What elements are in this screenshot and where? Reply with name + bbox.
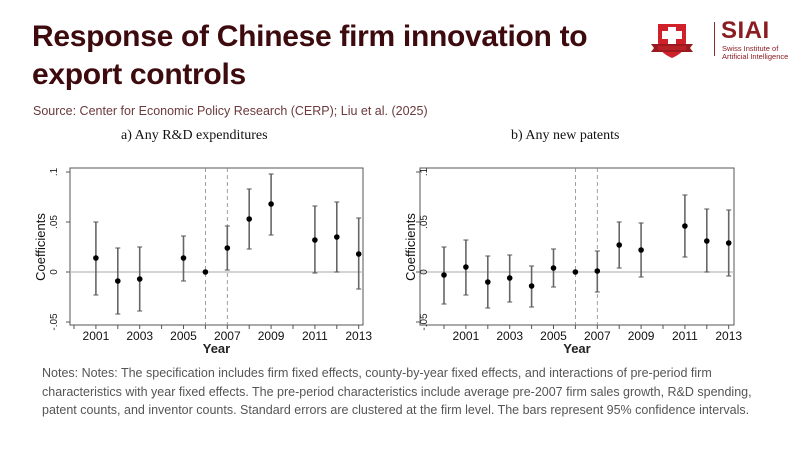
coefficient-point [638,247,644,253]
coefficient-point [594,268,601,274]
logo-subtitle: Swiss Institute of Artificial Intelligen… [722,45,800,61]
plot-frame [419,167,735,326]
coefficient-point [268,201,274,207]
y-tick-label: 0 [49,269,60,275]
coefficient-point [485,279,491,285]
coefficient-point [682,223,688,229]
coefficient-point [550,265,557,271]
y-tick-label: .1 [419,167,430,176]
x-tick-label: 2013 [715,329,742,343]
y-tick-label: .05 [49,215,60,229]
charts-canvas: -.05 0 .05 .1 Coefficients 2001 2003 2005 2007 20… [33,167,742,356]
coefficient-point [202,269,209,275]
coefficient-point [506,275,513,281]
x-tick-label: 2003 [496,329,523,343]
coefficient-point [463,264,469,270]
swiss-shield-icon [651,24,693,58]
x-tick-label: 2007 [214,329,241,343]
title-line-2: export controls [32,58,246,91]
chart-b: -.05 0 .05 .1 Coefficients 2001 2003 2005 2007 20… [403,167,742,356]
coefficient-point [725,240,732,246]
logo-subtitle-line-1: Swiss Institute of [722,44,779,53]
coefficient-point [704,238,710,244]
x-tick-label: 2011 [302,329,328,343]
y-tick-label: .05 [419,215,430,229]
x-axis-label: Year [563,341,590,356]
chart-a: -.05 0 .05 .1 Coefficients 2001 2003 2005 2007 20… [33,167,372,356]
y-tick-label: -.05 [49,313,60,331]
coefficient-point [136,276,143,282]
coefficient-point [572,269,579,275]
x-axis-label: Year [203,341,230,356]
x-tick-label: 2005 [170,329,197,343]
coefficient-point [180,255,187,261]
chart-b-title: b) Any new patents [511,128,620,143]
source-caption: Source: Center for Economic Policy Resea… [33,104,428,118]
notes-text: Notes: Notes: The specification includes… [42,366,752,417]
chart-a-title: a) Any R&D expenditures [121,128,268,143]
x-tick-label: 2009 [628,329,655,343]
logo-divider [714,22,715,56]
x-tick-label: 2009 [258,329,285,343]
x-tick-label: 2011 [672,329,698,343]
coefficient-point [312,237,318,243]
logo-subtitle-line-2: Artificial Intelligence [722,52,789,61]
y-axis-label: Coefficients [33,213,48,281]
x-tick-label: 2005 [540,329,567,343]
y-tick-label: .1 [49,167,60,176]
page-title: Response of Chinese firm innovation to e… [32,18,632,94]
coefficient-point [355,251,362,257]
coefficient-point [224,245,231,251]
plot-frame [69,167,364,326]
coefficient-point [115,278,121,284]
x-tick-label: 2003 [126,329,153,343]
x-tick-label: 2001 [83,329,110,343]
coefficient-point [441,272,447,278]
x-tick-label: 2013 [345,329,372,343]
y-tick-label: 0 [419,269,430,275]
coefficient-point [246,216,252,222]
x-tick-label: 2007 [584,329,611,343]
siai-logo: SIAI Swiss Institute of Artificial Intel… [646,17,788,62]
logo-brand: SIAI [721,17,770,44]
y-tick-label: -.05 [419,313,430,331]
coefficient-point [528,283,535,289]
coefficient-point [93,255,99,261]
coefficient-point [334,234,340,240]
title-line-1: Response of Chinese firm innovation to [32,20,588,53]
y-axis-label: Coefficients [403,213,418,281]
x-tick-label: 2001 [453,329,480,343]
coefficient-point [616,242,622,248]
